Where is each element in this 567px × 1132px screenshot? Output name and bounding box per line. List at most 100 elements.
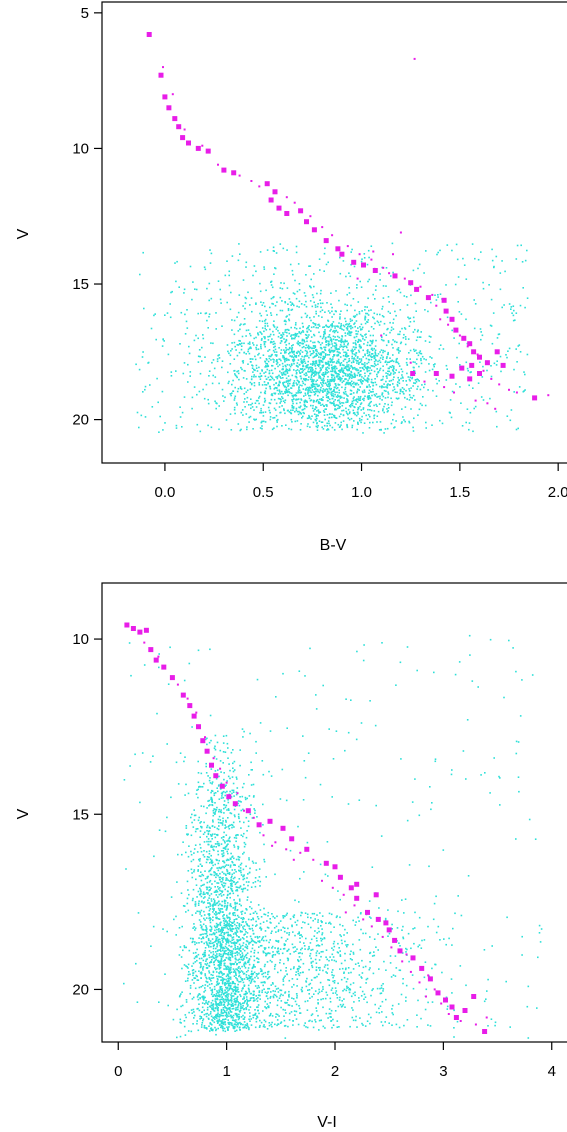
field-star-point (180, 1022, 182, 1024)
field-star-point (291, 351, 294, 354)
field-star-point (237, 1004, 240, 1007)
field-star-point (339, 364, 342, 366)
field-star-point (194, 903, 197, 905)
field-star-point (228, 380, 230, 383)
field-star-point (302, 415, 304, 418)
field-star-point (304, 675, 306, 677)
field-star-point (330, 328, 332, 331)
field-star-point (196, 896, 198, 898)
field-star-point (336, 997, 339, 999)
field-star-point (336, 335, 339, 338)
field-star-point (362, 338, 364, 340)
field-star-point (379, 992, 382, 995)
field-star-point (225, 925, 227, 928)
field-star-point (249, 334, 252, 337)
field-star-point (338, 384, 341, 386)
field-star-point (417, 414, 419, 416)
field-star-point (275, 328, 278, 330)
field-star-point (434, 363, 436, 365)
field-star-point (233, 795, 235, 797)
field-star-point (362, 349, 364, 352)
field-star-point (284, 370, 287, 372)
field-star-point (489, 324, 492, 327)
field-star-point (438, 380, 440, 382)
field-star-point (381, 1011, 383, 1013)
field-star-point (285, 359, 288, 362)
field-star-point (268, 409, 271, 412)
field-star-point (259, 968, 262, 970)
field-star-point (317, 340, 319, 343)
field-star-point (370, 400, 372, 403)
field-star-point (364, 354, 366, 357)
field-star-point (209, 942, 212, 945)
field-star-point (347, 379, 349, 382)
field-star-point (328, 959, 330, 962)
field-star-point (373, 415, 375, 417)
field-star-point (254, 966, 256, 968)
field-star-point (362, 432, 364, 434)
field-star-point (213, 909, 215, 911)
field-star-point (412, 394, 415, 397)
field-star-point (371, 394, 373, 397)
field-star-point (214, 802, 216, 804)
field-star-point (459, 965, 462, 967)
field-star-point (324, 349, 327, 352)
field-star-point (322, 409, 325, 412)
field-star-point (311, 1013, 314, 1015)
field-star-point (427, 310, 429, 313)
field-star-point (285, 391, 288, 394)
field-star-point (361, 310, 363, 312)
field-star-point (233, 919, 236, 921)
field-star-point (293, 951, 295, 953)
field-star-point (477, 258, 480, 261)
field-star-point (412, 316, 415, 319)
field-star-point (479, 328, 482, 330)
field-star-point (333, 342, 336, 344)
field-star-point (283, 349, 285, 351)
field-star-point (170, 291, 172, 294)
field-star-point (216, 882, 218, 884)
field-star-point (349, 373, 352, 376)
field-star-point (263, 1019, 266, 1021)
field-star-point (217, 1027, 219, 1030)
field-star-point (338, 351, 340, 354)
field-star-point (350, 327, 352, 330)
field-star-point (356, 284, 358, 286)
field-star-point (310, 391, 313, 394)
field-star-point (233, 912, 236, 914)
field-star-point (340, 962, 343, 965)
field-star-point (393, 376, 395, 378)
field-star-point (276, 421, 278, 423)
field-star-point (240, 874, 243, 876)
member-star-dot (392, 253, 394, 256)
field-star-point (138, 368, 141, 371)
field-star-point (294, 420, 297, 423)
field-star-point (342, 260, 345, 262)
member-star-square (166, 105, 172, 111)
field-star-point (298, 956, 301, 958)
x-tick-label: 0.0 (154, 484, 175, 501)
member-star-square (284, 211, 290, 216)
field-star-point (317, 999, 319, 1001)
field-star-point (293, 380, 296, 382)
field-star-point (315, 371, 318, 373)
field-star-point (245, 353, 247, 355)
field-star-point (330, 341, 333, 343)
field-star-point (512, 647, 514, 649)
field-star-point (304, 912, 307, 914)
field-star-point (288, 1004, 291, 1007)
field-star-point (491, 248, 493, 251)
field-star-point (223, 952, 226, 954)
field-star-point (249, 913, 252, 915)
field-star-point (259, 282, 261, 285)
field-star-point (326, 363, 328, 365)
field-star-point (241, 921, 244, 923)
field-star-point (209, 921, 212, 924)
field-star-point (227, 848, 229, 851)
field-star-point (219, 298, 222, 301)
field-star-point (279, 376, 281, 378)
member-star-dot (508, 388, 510, 391)
field-star-point (199, 355, 201, 358)
field-star-point (346, 329, 349, 331)
field-star-point (289, 263, 292, 266)
